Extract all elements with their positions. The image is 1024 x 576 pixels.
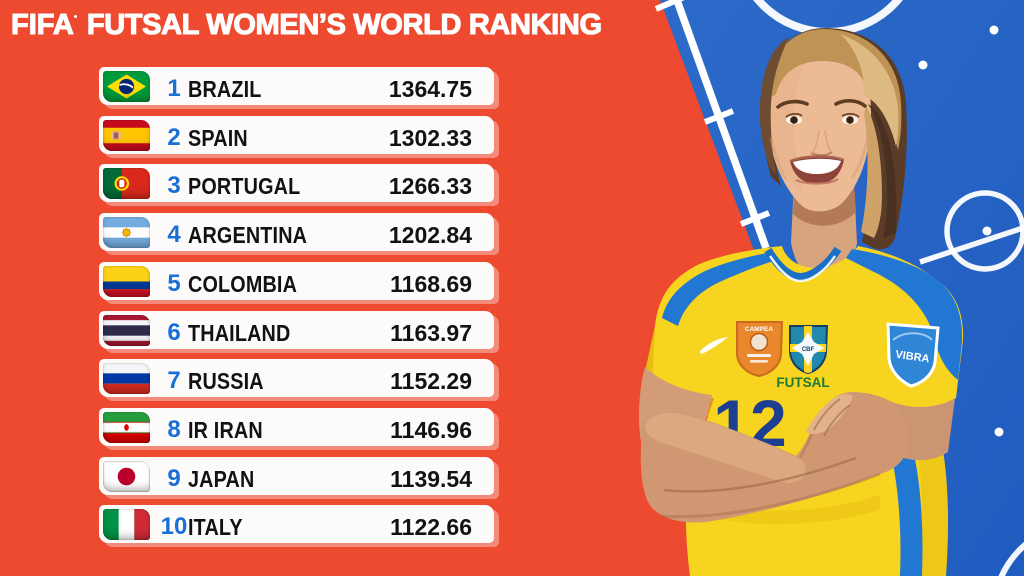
svg-text:FUTSAL: FUTSAL <box>776 375 829 390</box>
svg-text:VIBRA: VIBRA <box>895 349 931 366</box>
svg-text:CBF: CBF <box>802 347 815 353</box>
svg-text:CAMPEA: CAMPEA <box>745 326 773 333</box>
